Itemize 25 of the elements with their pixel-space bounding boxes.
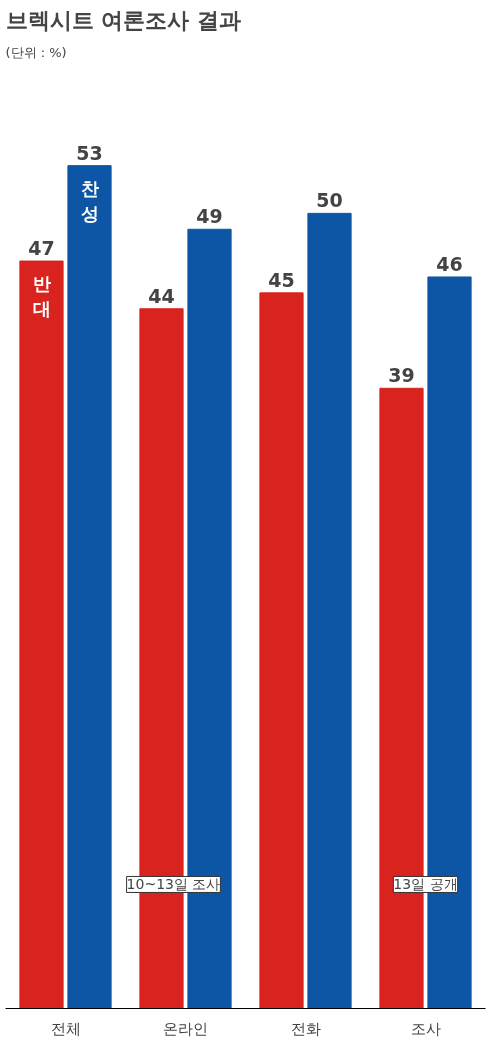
x-tick-label: 조사 (410, 1019, 441, 1038)
chart-subtitle: (단위 : %) (5, 44, 67, 60)
bar (67, 165, 112, 1009)
bar (307, 212, 352, 1009)
chart-title: 브렉시트 여론조사 결과 (5, 7, 241, 33)
data-label: 50 (316, 189, 343, 212)
series-label: 찬성 (80, 177, 99, 224)
bar (187, 228, 232, 1009)
bar (19, 260, 64, 1009)
data-label: 47 (28, 237, 55, 260)
data-label: 44 (148, 284, 175, 307)
bar (427, 276, 472, 1009)
series-label: 반대 (32, 273, 51, 320)
x-tick-label: 전화 (290, 1019, 321, 1038)
data-label: 53 (76, 141, 103, 164)
data-label: 49 (196, 205, 223, 228)
data-label: 46 (436, 252, 463, 275)
x-tick-label: 전체 (50, 1019, 81, 1038)
bar (259, 292, 304, 1009)
bar (379, 387, 424, 1009)
x-tick-label: 온라인 (163, 1019, 208, 1038)
annotation: 13일 공개 (393, 876, 458, 893)
annotation: 10~13일 조사 (126, 876, 221, 893)
data-label: 45 (268, 268, 295, 291)
data-label: 39 (388, 364, 415, 387)
